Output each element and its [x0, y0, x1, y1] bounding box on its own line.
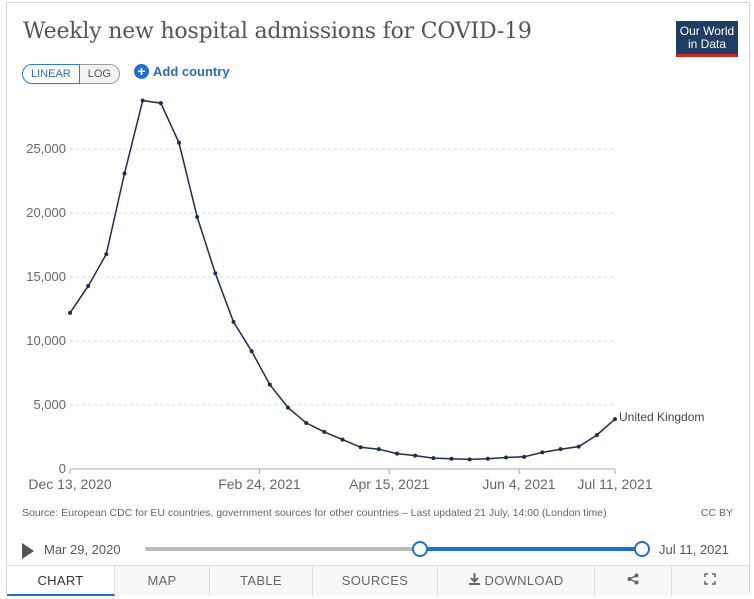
tab-download[interactable]: DOWNLOAD	[438, 566, 595, 596]
fullscreen-icon	[703, 573, 716, 588]
source-note: Source: European CDC for EU countries, g…	[22, 507, 607, 519]
data-point	[576, 444, 581, 449]
data-point	[68, 310, 72, 315]
data-point	[213, 271, 218, 276]
data-point	[267, 382, 272, 387]
data-point	[286, 405, 290, 410]
data-point	[195, 214, 200, 219]
timeline-track[interactable]	[145, 541, 650, 557]
chart-card: Weekly new hospital admissions for COVID…	[6, 2, 750, 596]
data-point	[467, 457, 472, 462]
share-icon	[627, 573, 639, 588]
y-tick-label: 25,000	[26, 141, 66, 156]
data-point	[140, 98, 145, 103]
chart-title: Weekly new hospital admissions for COVID…	[23, 19, 532, 44]
timeline-end-handle[interactable]	[634, 541, 650, 557]
tab-bar: CHART MAP TABLE SOURCES DOWNLOAD	[7, 565, 749, 596]
line-chart: 0 5,000 10,000 15,000 20,000 25,000 Dec 13, 20…	[26, 98, 704, 492]
linear-scale-button[interactable]: LINEAR	[22, 64, 80, 84]
data-point	[358, 445, 363, 450]
timeline-end-label: Jul 11, 2021	[659, 542, 729, 557]
data-point	[558, 447, 563, 452]
data-point	[413, 453, 418, 458]
data-point	[231, 319, 236, 324]
tab-chart[interactable]: CHART	[7, 566, 115, 596]
tab-map[interactable]: MAP	[115, 566, 210, 596]
y-tick-label: 15,000	[26, 269, 66, 284]
data-point	[431, 456, 436, 461]
y-tick-label: 20,000	[26, 205, 66, 220]
license-label[interactable]: CC BY	[700, 507, 733, 519]
data-point	[86, 284, 91, 289]
data-point	[504, 455, 508, 460]
data-point	[249, 349, 254, 354]
log-scale-button[interactable]: LOG	[79, 64, 120, 84]
timeline-slider: Mar 29, 2020 Jul 11, 2021	[22, 539, 742, 563]
series-label: United Kingdom	[619, 410, 704, 424]
data-point	[158, 101, 163, 106]
timeline-start-label: Mar 29, 2020	[44, 542, 121, 557]
owid-logo[interactable]: Our World in Data	[676, 21, 738, 57]
y-tick-label: 5,000	[33, 397, 66, 412]
data-point	[485, 456, 490, 461]
data-point	[322, 429, 327, 434]
data-point	[304, 420, 309, 425]
scale-toggle: LINEAR LOG	[22, 64, 120, 84]
x-tick-label: Apr 15, 2021	[349, 476, 429, 492]
y-tick-label: 10,000	[26, 333, 66, 348]
y-tick-label: 0	[59, 461, 66, 476]
fullscreen-button[interactable]	[672, 566, 747, 596]
logo-line-1: Our World	[679, 24, 735, 38]
data-point	[449, 456, 454, 461]
data-point	[594, 433, 599, 438]
add-country-label: Add country	[153, 64, 230, 79]
play-icon[interactable]	[22, 543, 34, 559]
download-icon	[468, 566, 480, 596]
tab-table[interactable]: TABLE	[210, 566, 313, 596]
x-tick-label: Jul 11, 2021	[577, 476, 652, 492]
data-point	[395, 451, 399, 456]
data-point	[177, 140, 181, 145]
plus-icon: +	[134, 64, 149, 79]
x-tick-label: Jun 4, 2021	[482, 476, 555, 492]
logo-line-2: in Data	[687, 37, 727, 51]
data-point	[540, 450, 545, 455]
tab-sources[interactable]: SOURCES	[313, 566, 438, 596]
data-point	[613, 417, 617, 422]
add-country-button[interactable]: + Add country	[134, 64, 230, 79]
x-tick-label: Feb 24, 2021	[218, 476, 301, 492]
data-point	[376, 447, 381, 452]
data-point	[122, 171, 127, 176]
share-button[interactable]	[595, 566, 672, 596]
data-point	[340, 437, 345, 442]
data-point	[104, 252, 109, 257]
series-line	[69, 99, 616, 461]
timeline-start-handle[interactable]	[412, 541, 428, 557]
data-point	[522, 454, 527, 459]
x-tick-label: Dec 13, 2020	[28, 476, 111, 492]
download-label: DOWNLOAD	[484, 573, 564, 588]
timeline-selected-range	[420, 547, 642, 551]
